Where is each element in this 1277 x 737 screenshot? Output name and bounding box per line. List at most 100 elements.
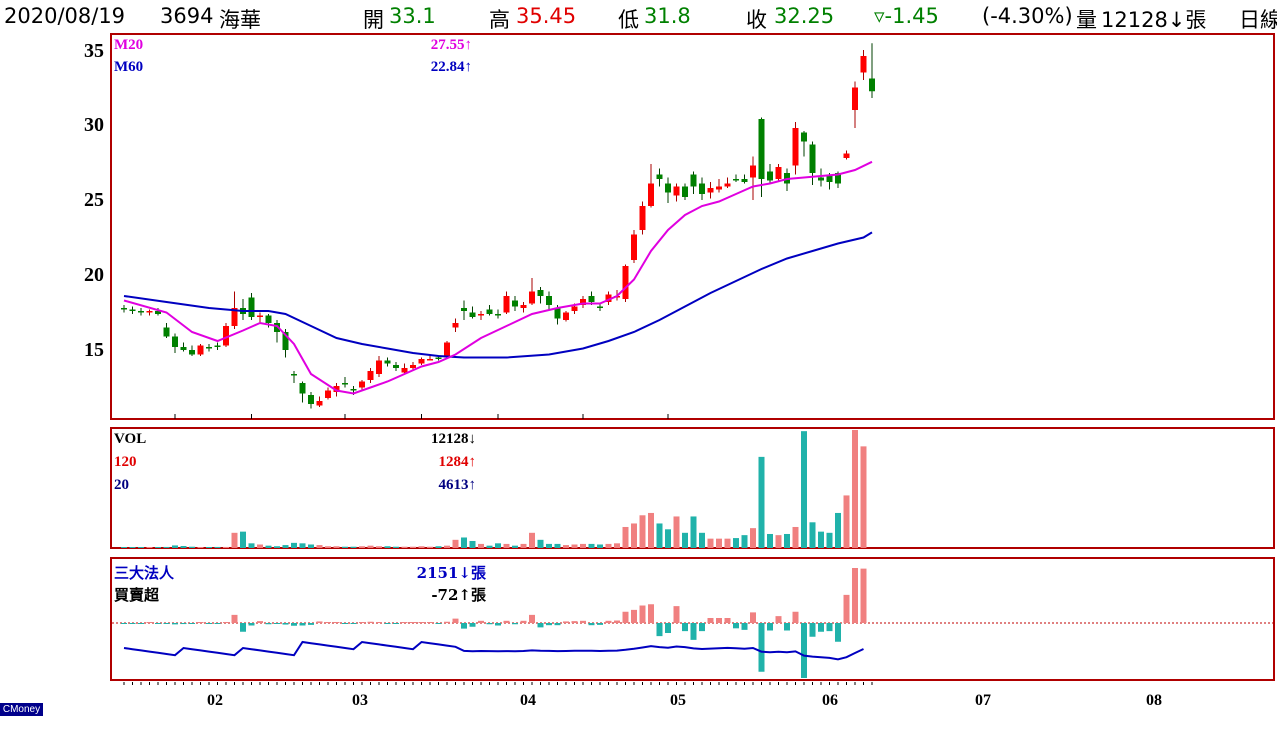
vol120-legend-label: 120	[114, 454, 137, 470]
netbuy-bar	[325, 622, 331, 623]
netbuy-bar	[835, 623, 841, 642]
volume-bar	[129, 547, 136, 548]
volume-bar	[520, 543, 527, 548]
candle-body	[673, 186, 680, 196]
volume-bar	[367, 545, 374, 548]
ma60-line	[123, 231, 873, 359]
volume-bar	[325, 546, 331, 548]
volume-bar	[274, 546, 280, 548]
candle-body	[733, 179, 739, 181]
candle-body	[478, 314, 484, 316]
volume-bar	[418, 546, 425, 548]
volume-bar	[163, 546, 170, 548]
volume-bar	[461, 537, 467, 548]
quote-header: 2020/08/19 3694 海華 開 33.1 高 35.45 低 31.8…	[0, 0, 1277, 34]
netbuy-bar	[724, 618, 731, 623]
candle-body	[724, 183, 731, 187]
volume-bar	[512, 545, 518, 548]
volume-bar	[172, 545, 178, 548]
netbuy-bar	[350, 623, 357, 624]
volume-bar	[724, 538, 731, 548]
netbuy-bar	[707, 618, 714, 623]
netbuy-bar	[172, 623, 178, 625]
netbuy-bar	[231, 614, 238, 623]
netbuy-bar	[265, 623, 272, 625]
candle-body	[350, 389, 357, 391]
inst-legend-value: 2151↓張	[416, 564, 486, 582]
candle-body	[308, 395, 314, 404]
netbuy-bar	[291, 623, 297, 626]
candle-body	[639, 206, 646, 230]
candle-body	[716, 186, 722, 190]
candle-body	[376, 360, 382, 374]
netbuy-bar	[741, 623, 748, 630]
candle-body	[359, 381, 365, 388]
candle-body	[580, 299, 586, 305]
candle-body	[435, 357, 442, 359]
volume-bar	[452, 539, 459, 548]
volume-bar	[240, 531, 246, 548]
volume-bar	[758, 456, 765, 548]
x-tick-label: 02	[207, 692, 223, 709]
candle-body	[486, 309, 493, 314]
volume-bar	[206, 547, 212, 548]
netbuy-bar	[826, 623, 833, 632]
low-label: 低	[618, 8, 639, 32]
volume-bar	[707, 538, 714, 548]
ma20-legend-label: M20	[114, 37, 144, 53]
volume-bar	[486, 545, 493, 548]
netbuy-bar	[257, 621, 263, 623]
volume-label: 量	[1076, 8, 1097, 32]
netbuy-bar	[767, 623, 773, 631]
volume-bar	[614, 543, 620, 548]
netbuy-bar	[223, 622, 229, 623]
volume-bar	[333, 546, 340, 548]
x-tick-label: 08	[1146, 692, 1162, 709]
candle-body	[537, 290, 544, 296]
ma60-legend-value: 22.84↑	[430, 59, 472, 75]
netbuy-bar	[520, 620, 527, 623]
high-label: 高	[489, 8, 510, 32]
candle-body	[257, 315, 263, 317]
volume-bar	[495, 543, 501, 548]
volume-bar	[554, 543, 561, 548]
volume-bar	[291, 542, 297, 548]
netbuy-bar	[818, 623, 824, 632]
volume-bar	[622, 526, 629, 548]
netbuy-bar	[716, 618, 722, 623]
netbuy-bar	[750, 612, 756, 623]
netbuy-bar	[614, 620, 620, 623]
netbuy-bar	[461, 623, 467, 629]
netbuy-legend-label: 買賣超	[114, 586, 160, 604]
netbuy-bar	[197, 622, 204, 623]
netbuy-bar	[410, 622, 416, 623]
volume-bar	[665, 529, 671, 548]
netbuy-bar	[801, 623, 807, 678]
candle-body	[367, 371, 374, 380]
ma20-line	[123, 160, 873, 395]
netbuy-bar	[469, 623, 476, 627]
volume-bar	[469, 540, 476, 548]
volume-bar	[775, 535, 782, 548]
candle-body	[656, 174, 663, 179]
netbuy-bar	[784, 623, 790, 631]
volume-bar	[189, 546, 195, 548]
netbuy-bar	[682, 623, 688, 632]
volume-bar	[282, 545, 289, 548]
netbuy-bar	[843, 594, 850, 623]
volume-bar	[673, 516, 680, 548]
candle-body	[206, 347, 212, 349]
vol20-legend-label: 20	[114, 477, 129, 493]
netbuy-bar	[588, 623, 595, 626]
volume-bar	[784, 533, 790, 548]
netbuy-bar	[758, 623, 765, 672]
volume-bar	[801, 431, 807, 548]
volume-bar	[733, 538, 739, 548]
netbuy-bar	[605, 620, 612, 623]
volume-bar	[308, 544, 314, 548]
netbuy-bar	[206, 623, 212, 624]
netbuy-bar	[282, 623, 289, 625]
candle-body	[393, 365, 399, 368]
volume-bar	[121, 547, 127, 548]
